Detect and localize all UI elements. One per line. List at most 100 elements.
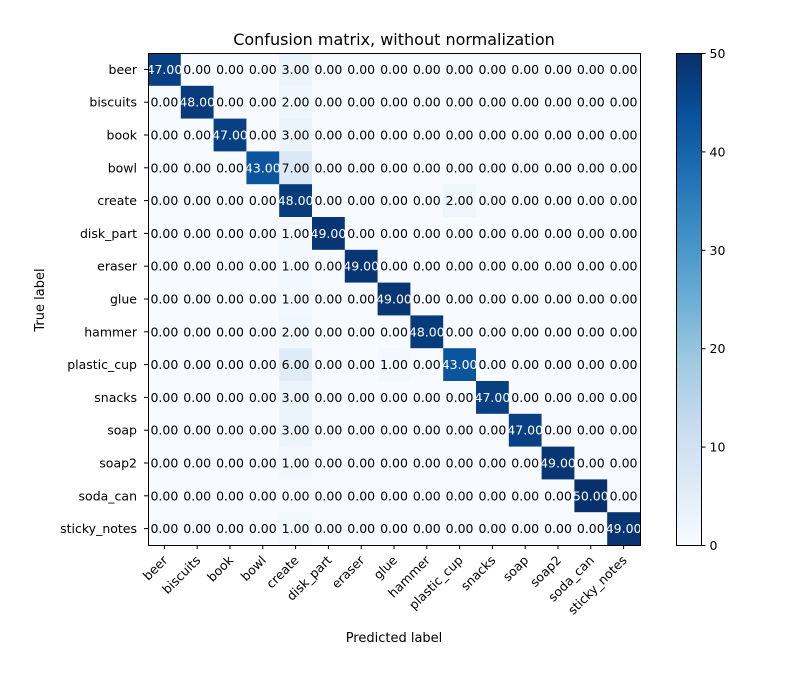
heatmap-cell bbox=[377, 249, 411, 283]
cell-value-label: 0.00 bbox=[446, 521, 474, 536]
heatmap-cell bbox=[246, 282, 280, 316]
heatmap-cell bbox=[410, 85, 444, 119]
cell-value-label: 0.00 bbox=[347, 292, 375, 307]
heatmap-cell bbox=[246, 479, 280, 513]
heatmap-cell bbox=[607, 85, 641, 119]
cell-value-label: 0.00 bbox=[314, 488, 342, 503]
cell-value-label: 0.00 bbox=[150, 193, 178, 208]
cell-value-label: 0.00 bbox=[413, 521, 441, 536]
cell-value-label: 0.00 bbox=[183, 521, 211, 536]
heatmap-cell bbox=[443, 217, 477, 251]
cell-value-label: 0.00 bbox=[216, 456, 244, 471]
heatmap-cell bbox=[607, 315, 641, 349]
cell-value-label: 0.00 bbox=[380, 324, 408, 339]
cell-value-label: 0.00 bbox=[446, 226, 474, 241]
heatmap-cell bbox=[443, 118, 477, 152]
cell-value-label: 0.00 bbox=[183, 160, 211, 175]
heatmap-cell bbox=[410, 217, 444, 251]
cell-value-label: 0.00 bbox=[511, 128, 539, 143]
cell-value-label: 0.00 bbox=[610, 357, 638, 372]
cell-value-label: 50.00 bbox=[573, 488, 609, 503]
heatmap-cell bbox=[279, 315, 313, 349]
cell-value-label: 0.00 bbox=[216, 259, 244, 274]
cell-value-label: 0.00 bbox=[380, 193, 408, 208]
cell-value-label: 0.00 bbox=[610, 324, 638, 339]
heatmap-cell bbox=[377, 282, 411, 316]
heatmap-cell bbox=[312, 151, 346, 185]
cell-value-label: 0.00 bbox=[511, 62, 539, 77]
heatmap-cell bbox=[410, 118, 444, 152]
cell-value-label: 0.00 bbox=[249, 292, 277, 307]
y-tick-label: disk_part bbox=[80, 226, 137, 241]
x-tick-label: snacks bbox=[458, 553, 499, 594]
heatmap-cell bbox=[476, 282, 510, 316]
cell-value-label: 0.00 bbox=[183, 259, 211, 274]
heatmap-cell bbox=[410, 249, 444, 283]
y-tick-label: soda_can bbox=[79, 488, 137, 503]
heatmap-cell bbox=[443, 479, 477, 513]
heatmap-cell bbox=[607, 446, 641, 480]
cell-value-label: 0.00 bbox=[150, 226, 178, 241]
cell-value-label: 0.00 bbox=[610, 456, 638, 471]
cell-value-label: 0.00 bbox=[544, 357, 572, 372]
heatmap-cell bbox=[344, 151, 378, 185]
cell-value-label: 0.00 bbox=[380, 62, 408, 77]
cell-value-label: 0.00 bbox=[216, 292, 244, 307]
y-axis-label: True label bbox=[33, 268, 48, 332]
cell-value-label: 0.00 bbox=[610, 488, 638, 503]
cell-value-label: 47.00 bbox=[147, 62, 183, 77]
cell-value-label: 0.00 bbox=[216, 521, 244, 536]
cell-value-label: 0.00 bbox=[413, 456, 441, 471]
cell-value-label: 0.00 bbox=[544, 423, 572, 438]
heatmap-cell bbox=[541, 348, 575, 382]
cell-value-label: 0.00 bbox=[380, 423, 408, 438]
cell-value-label: 1.00 bbox=[282, 259, 310, 274]
cell-value-label: 0.00 bbox=[183, 456, 211, 471]
cell-value-label: 2.00 bbox=[282, 324, 310, 339]
heatmap-cell bbox=[508, 512, 542, 546]
heatmap-cell bbox=[377, 479, 411, 513]
heatmap-cell bbox=[377, 217, 411, 251]
heatmap-cell bbox=[377, 512, 411, 546]
heatmap-cell bbox=[574, 348, 608, 382]
heatmap-cell bbox=[213, 315, 247, 349]
cell-value-label: 0.00 bbox=[478, 456, 506, 471]
heatmap-cell bbox=[148, 249, 182, 283]
heatmap-cell bbox=[541, 184, 575, 218]
cell-value-label: 0.00 bbox=[183, 423, 211, 438]
heatmap-cell bbox=[476, 53, 510, 87]
cell-value-label: 0.00 bbox=[249, 488, 277, 503]
heatmap-cell bbox=[574, 151, 608, 185]
cell-value-label: 3.00 bbox=[282, 390, 310, 405]
cell-value-label: 1.00 bbox=[282, 292, 310, 307]
heatmap-cell bbox=[213, 446, 247, 480]
cell-value-label: 0.00 bbox=[413, 357, 441, 372]
heatmap-cell bbox=[180, 446, 214, 480]
heatmap-cell bbox=[607, 249, 641, 283]
cell-value-label: 2.00 bbox=[446, 193, 474, 208]
cell-value-label: 0.00 bbox=[249, 259, 277, 274]
heatmap-cell bbox=[541, 53, 575, 87]
cell-value-label: 0.00 bbox=[150, 95, 178, 110]
cell-value-label: 0.00 bbox=[249, 423, 277, 438]
cell-value-label: 0.00 bbox=[478, 128, 506, 143]
heatmap-cell bbox=[410, 151, 444, 185]
cell-value-label: 0.00 bbox=[380, 390, 408, 405]
heatmap-cell bbox=[574, 249, 608, 283]
heatmap-cell bbox=[377, 381, 411, 415]
cell-value-label: 0.00 bbox=[446, 95, 474, 110]
cell-value-label: 0.00 bbox=[446, 292, 474, 307]
heatmap-cell bbox=[508, 348, 542, 382]
cell-value-label: 49.00 bbox=[376, 292, 412, 307]
heatmap-cell bbox=[508, 249, 542, 283]
y-tick-label: glue bbox=[110, 292, 137, 307]
heatmap-cell bbox=[279, 479, 313, 513]
cell-value-label: 0.00 bbox=[511, 488, 539, 503]
heatmap-cell bbox=[312, 53, 346, 87]
cell-value-label: 0.00 bbox=[249, 128, 277, 143]
heatmap-cell bbox=[180, 512, 214, 546]
heatmap-cell bbox=[312, 446, 346, 480]
heatmap-cell bbox=[180, 381, 214, 415]
heatmap-cell bbox=[443, 381, 477, 415]
cell-value-label: 0.00 bbox=[478, 357, 506, 372]
